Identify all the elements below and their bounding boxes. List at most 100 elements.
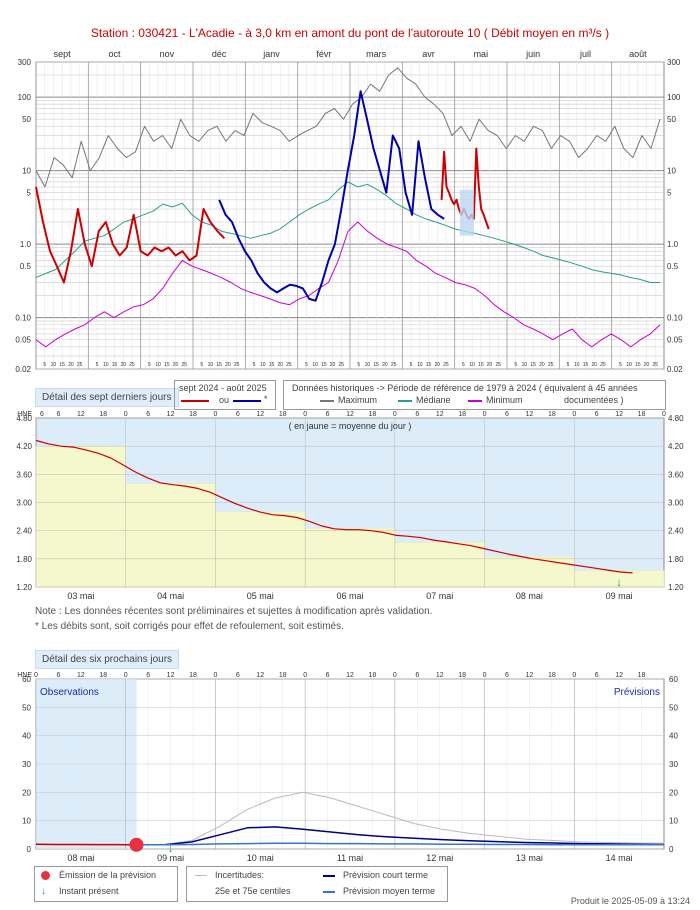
hydrograph-ytick-right: 0.05 [667,336,683,345]
day-tick-label: 20 [539,362,545,368]
month-label: juin [525,49,540,59]
tab-next-six-days[interactable]: Détail des six prochains jours [35,650,180,669]
observed-line [35,843,137,846]
forecast-hour-label: 6 [326,672,330,679]
hour-tick-label: 6 [505,411,509,418]
emission-dot-icon [41,871,50,880]
day-tick-label: 20 [591,362,597,368]
day-tick-label: 20 [225,362,231,368]
month-label: juil [579,49,591,59]
day-tick-label: 25 [129,362,135,368]
forecast-day-label: 09 mai [157,853,184,863]
forecast-hour-label: 6 [236,672,240,679]
short-term-label: Prévision court terme [343,870,429,880]
day-tick-label: 5 [43,362,46,368]
day-tick-label: 15 [373,362,379,368]
seven-day-day-label: 09 mai [606,591,633,601]
forecast-ytick-right: 60 [669,675,678,684]
day-tick-label: 15 [269,362,275,368]
day-tick-label: 25 [77,362,83,368]
historical-title: Données historiques -> Période de référe… [292,383,638,393]
daily-mean-annotation: ( en jaune = moyenne du jour ) [289,421,412,431]
day-tick-label: 10 [365,362,371,368]
hour-tick-label: 6 [40,411,44,418]
day-tick-label: 10 [469,362,475,368]
hour-tick-label: 0 [572,411,576,418]
forecast-day-label: 11 mai [337,853,363,863]
day-tick-label: 15 [530,362,536,368]
star-label: * [264,394,268,404]
day-tick-label: 10 [260,362,266,368]
seven-day-ytick-left: 1.20 [16,583,32,592]
forecast-time-zone-label: HNE [17,672,32,679]
forecast-hour-label: 18 [369,672,377,679]
forecast-marker-legend: Émission de la prévision ↓ Instant prése… [34,866,178,902]
seven-day-ytick-right: 1.20 [668,583,684,592]
hour-tick-label: 18 [458,411,466,418]
forecast-hour-label: 18 [189,672,197,679]
max-swatch [320,400,334,402]
month-label: nov [160,49,175,59]
daily-mean-bar [215,511,306,588]
tab-last-seven-days[interactable]: Détail des sept derniers jours [35,388,179,407]
series-maximum [35,67,661,188]
day-tick-label: 15 [112,362,118,368]
hydrograph-ytick-right: 0.02 [667,365,683,374]
forecast-prévision-line [136,826,665,846]
forecast-hour-label: 6 [595,672,599,679]
daily-mean-bar [394,542,485,588]
forecast-hour-label: 12 [615,672,623,679]
day-tick-label: 20 [644,362,650,368]
hour-tick-label: 0 [303,411,307,418]
forecast-day-label: 10 mai [247,853,274,863]
day-tick-label: 10 [51,362,57,368]
forecast-ytick-left: 10 [22,817,31,826]
forecast-hour-label: 6 [415,672,419,679]
day-tick-label: 20 [68,362,74,368]
note-corrected: * Les débits sont, soit corrigés pour ef… [35,621,344,632]
seven-day-ytick-left: 4.20 [16,442,32,451]
hydrograph-ytick-right: 100 [667,93,681,102]
day-tick-label: 5 [514,362,517,368]
forecast-hour-label: 18 [279,672,287,679]
forecast-ytick-right: 20 [669,788,678,797]
forecast-day-label: 13 mai [516,853,543,863]
month-label: avr [422,49,435,59]
day-tick-label: 5 [96,362,99,368]
forecast-ytick-left: 0 [27,845,32,854]
day-tick-label: 25 [600,362,606,368]
forecast-hour-label: 18 [99,672,107,679]
hour-tick-label: 0 [393,411,397,418]
day-tick-label: 20 [277,362,283,368]
hydrograph-ytick-left: 1.0 [20,240,32,249]
documented-label: documentées ) [564,395,624,405]
hydrograph-ytick-right: 5 [667,189,672,198]
day-tick-label: 15 [478,362,484,368]
hydrograph-ytick-left: 0.10 [15,314,31,323]
hydrograph-ytick-left: 300 [18,58,32,67]
day-tick-label: 15 [59,362,65,368]
hour-tick-label: 6 [415,411,419,418]
hydrograph-ytick-right: 1.0 [667,240,679,249]
hour-tick-label: 0 [662,411,666,418]
observations-label: Observations [40,687,99,698]
forecast-incertitudes:-line [136,791,665,846]
hydrograph-ytick-left: 5 [27,189,32,198]
emission-label: Émission de la prévision [59,870,157,880]
mid-term-label: Prévision moyen terme [343,886,436,896]
short-term-swatch [323,875,335,877]
forecast-ytick-right: 10 [669,817,678,826]
seven-day-ytick-left: 2.40 [16,527,32,536]
present-label: Instant présent [59,886,119,896]
series-minimum [35,221,661,348]
forecast-hour-label: 18 [548,672,556,679]
day-tick-label: 10 [417,362,423,368]
day-tick-label: 25 [548,362,554,368]
month-label: mai [474,49,489,59]
emission-marker [129,837,144,852]
seven-day-day-label: 07 mai [426,591,453,601]
forecast-ytick-right: 30 [669,760,678,769]
hour-tick-label: 18 [638,411,646,418]
hour-tick-label: 0 [483,411,487,418]
day-tick-label: 10 [626,362,632,368]
